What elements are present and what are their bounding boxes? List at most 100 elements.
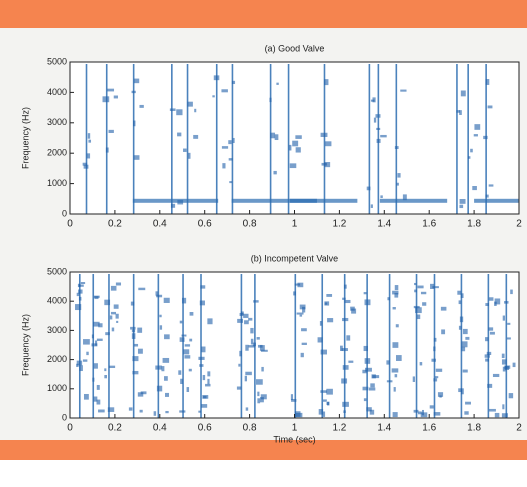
spectral-blob <box>228 158 233 161</box>
spectral-blob <box>132 370 139 375</box>
spectral-blob <box>342 401 349 407</box>
spectral-blob <box>82 162 88 166</box>
spectral-blob <box>231 80 236 85</box>
spectral-blob <box>202 374 206 381</box>
spectral-blob <box>288 144 292 151</box>
spectral-blob <box>240 311 244 315</box>
spectral-blob <box>180 378 183 384</box>
x-tick-label: 1.4 <box>377 219 391 230</box>
spectral-blob <box>461 341 468 348</box>
spectral-blob <box>164 334 170 340</box>
spectral-streak <box>343 274 346 418</box>
x-tick-label: 1 <box>292 423 298 434</box>
spectral-blob <box>433 378 438 382</box>
spectral-blob <box>130 326 136 330</box>
spectral-streak <box>182 274 184 418</box>
spectral-blob <box>187 101 193 107</box>
spectral-streak <box>171 64 173 214</box>
spectral-blob <box>488 408 496 412</box>
spectral-blob <box>459 110 462 115</box>
spectral-blob <box>276 82 279 85</box>
spectral-blob <box>506 337 511 340</box>
spectral-blob <box>245 371 252 376</box>
spectral-blob <box>110 311 117 315</box>
spectral-blob <box>320 132 328 137</box>
spectral-blob <box>300 352 304 358</box>
spectral-blob <box>213 75 220 81</box>
spectral-blob <box>470 148 473 153</box>
spectral-blob <box>342 297 346 300</box>
spectral-blob <box>294 283 301 286</box>
x-tick-label: 1.8 <box>467 423 481 434</box>
spectral-blob <box>274 134 279 141</box>
spectral-blob <box>193 134 199 139</box>
spectral-blob <box>421 409 424 416</box>
spectral-blob <box>461 388 464 395</box>
spectral-blob <box>201 346 206 353</box>
spectral-blob <box>501 353 505 359</box>
spectral-blob <box>369 409 375 415</box>
spectral-blob <box>464 411 469 415</box>
spectral-blob <box>104 299 111 306</box>
x-tick-label: 1.2 <box>332 219 346 230</box>
spectral-blob <box>465 336 470 340</box>
spectral-blob <box>301 328 307 332</box>
spectral-blob <box>131 329 136 333</box>
spectral-blob <box>322 411 326 417</box>
spectral-blob <box>79 365 83 372</box>
spectral-blob <box>183 349 190 355</box>
spectral-blob <box>459 198 466 204</box>
spectral-blob <box>395 324 399 328</box>
spectral-blob <box>177 132 182 137</box>
spectral-blob <box>78 289 83 294</box>
spectral-blob <box>402 194 407 201</box>
spectral-blob <box>400 89 407 92</box>
spectral-blob <box>133 78 140 84</box>
spectral-blob <box>289 163 297 169</box>
spectral-blob <box>250 338 254 345</box>
spectral-blob <box>420 291 427 295</box>
spectral-blob <box>291 398 297 402</box>
spectral-blob <box>363 292 367 295</box>
spectral-blob <box>488 184 494 187</box>
spectral-blob <box>105 147 109 153</box>
spectral-blob <box>323 399 327 402</box>
spectral-band <box>379 198 448 203</box>
spectral-blob <box>159 314 162 318</box>
spectral-blob <box>483 135 488 140</box>
y-tick-label: 0 <box>62 412 67 422</box>
spectral-blob <box>257 398 261 404</box>
spectral-blob <box>376 127 381 131</box>
spectral-blob <box>394 146 399 150</box>
spectral-blob <box>269 97 272 103</box>
spectral-blob <box>205 383 211 387</box>
spectral-blob <box>290 394 294 400</box>
spectral-blob <box>165 392 170 397</box>
y-tick-label: 5000 <box>47 56 67 66</box>
spectral-blob <box>325 141 332 147</box>
spectral-blob <box>363 345 368 352</box>
spectral-blob <box>397 173 401 178</box>
x-tick-label: 1.6 <box>422 423 436 434</box>
x-tick-label: 1.4 <box>377 423 391 434</box>
spectral-blob <box>87 133 91 139</box>
spectral-blob <box>508 393 514 399</box>
spectral-blob <box>320 349 327 355</box>
spectral-blob <box>494 412 500 418</box>
spectral-blob <box>273 170 277 175</box>
spectral-blob <box>221 146 229 149</box>
spectral-streak <box>132 64 135 214</box>
spectral-blob <box>501 359 507 365</box>
spectral-blob <box>237 318 244 323</box>
spectral-blob <box>295 412 303 418</box>
spectral-blob <box>184 344 191 347</box>
spectral-blob <box>207 371 211 377</box>
spectral-blob <box>373 117 377 123</box>
y-tick-label: 2000 <box>47 148 67 158</box>
plot-area <box>70 62 519 214</box>
top-band <box>0 0 527 28</box>
spectral-blob <box>229 181 233 184</box>
x-tick-label: 1.8 <box>467 219 481 230</box>
x-axis-label: Time (sec) <box>273 434 315 444</box>
spectral-blob <box>95 340 98 346</box>
